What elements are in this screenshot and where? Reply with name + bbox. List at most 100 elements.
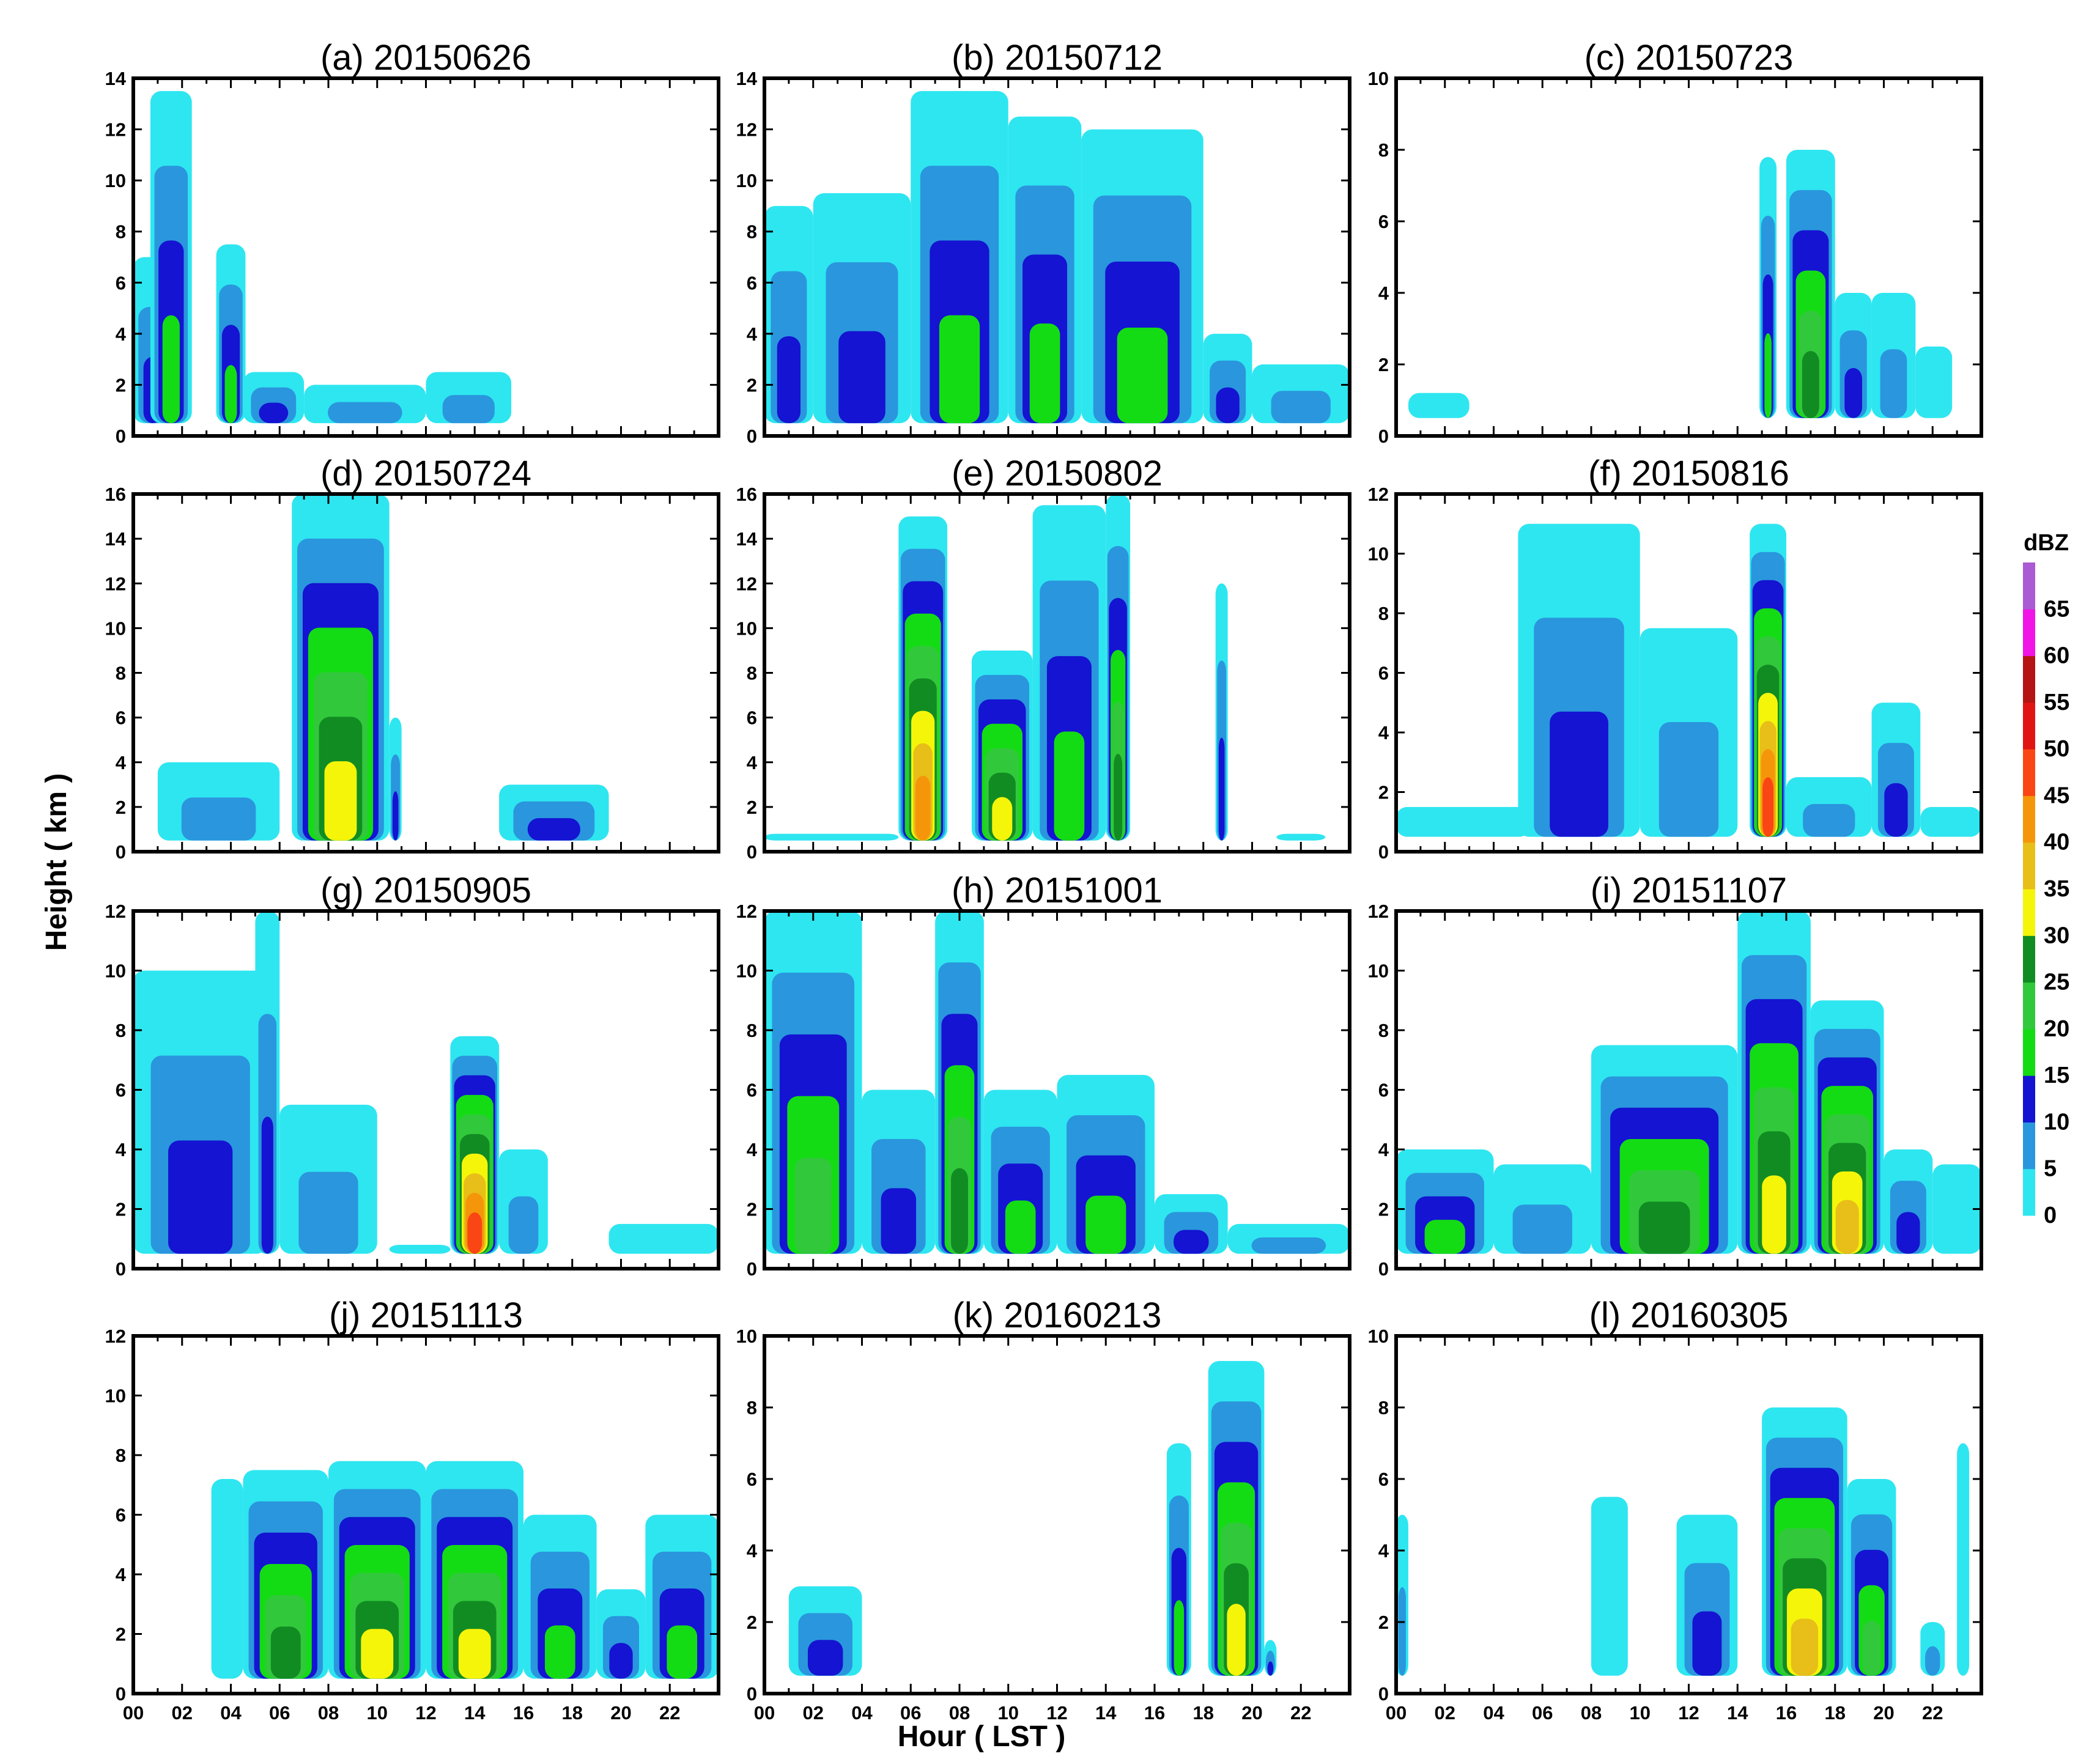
- echo-band: [1227, 1604, 1246, 1676]
- echo-band: [211, 1479, 243, 1679]
- colorbar-tick-label: 30: [2044, 923, 2069, 948]
- x-tick-label: 12: [1678, 1702, 1699, 1724]
- x-tick-label: 18: [562, 1702, 583, 1724]
- y-tick-label: 10: [736, 961, 757, 982]
- y-tick-label: 8: [747, 1397, 757, 1418]
- echo-band: [1764, 333, 1772, 418]
- y-tick-label: 12: [736, 901, 757, 922]
- colorbar-swatch: [2023, 889, 2035, 936]
- x-tick-label: 20: [1241, 1702, 1262, 1724]
- echo-band: [1218, 737, 1225, 841]
- colorbar: dBZ 0 5 10 15 20 25 30 35 40 45 50 55 60 65: [2023, 530, 2069, 1228]
- y-tick-label: 2: [747, 1612, 757, 1633]
- y-tick-label: 8: [116, 1020, 126, 1041]
- x-tick-label: 22: [1922, 1702, 1943, 1724]
- y-tick-label: 8: [116, 221, 126, 243]
- y-tick-label: 0: [1378, 1258, 1389, 1280]
- x-tick-label: 08: [949, 1702, 970, 1724]
- y-tick-label: 10: [1368, 961, 1389, 982]
- colorbar-swatch: [2023, 749, 2035, 796]
- panel-title: (d) 20150724: [320, 454, 531, 493]
- echo-band: [1276, 833, 1326, 841]
- echo-band: [508, 1196, 539, 1254]
- panel-title: (j) 20151113: [329, 1296, 523, 1335]
- x-tick-label: 18: [1825, 1702, 1846, 1724]
- x-tick-label: 06: [269, 1702, 290, 1724]
- y-tick-label: 2: [116, 374, 126, 396]
- echo-band: [181, 797, 256, 841]
- colorbar-tick-label: 40: [2044, 830, 2069, 855]
- panel-title: (k) 20160213: [953, 1296, 1162, 1335]
- colorbar-swatch: [2023, 1028, 2035, 1076]
- reflectivity-field: [157, 494, 609, 841]
- echo-band: [1915, 346, 1953, 418]
- y-tick-label: 14: [105, 528, 127, 550]
- x-tick-label: 16: [1144, 1702, 1165, 1724]
- colorbar-swatch: [2023, 1075, 2035, 1123]
- reflectivity-field: [133, 911, 719, 1254]
- colorbar-tick-label: 5: [2044, 1156, 2057, 1182]
- x-tick-label: 04: [220, 1702, 242, 1724]
- y-tick-label: 2: [116, 1199, 126, 1220]
- panel-title: (l) 20160305: [1589, 1296, 1789, 1335]
- y-tick-label: 14: [736, 528, 758, 550]
- panel-title: (e) 20150802: [952, 454, 1163, 493]
- panel-title: (g) 20150905: [320, 871, 531, 910]
- echo-band: [1762, 777, 1774, 837]
- echo-band: [467, 1212, 482, 1254]
- panel-2: (c) 20150723 0 2 4 6 8 10: [1368, 38, 1983, 447]
- echo-band: [1251, 1237, 1326, 1254]
- panel-5: (f) 20150816 0 2 4 6 8 10 12: [1368, 454, 1983, 863]
- echo-band: [168, 1140, 233, 1254]
- x-tick-label: 16: [513, 1702, 534, 1724]
- colorbar-tick-label: 65: [2044, 596, 2069, 622]
- echo-band: [1862, 1620, 1881, 1676]
- x-tick-label: 10: [998, 1702, 1019, 1724]
- y-tick-label: 4: [747, 1540, 758, 1562]
- x-tick-label: 14: [464, 1702, 486, 1724]
- reflectivity-field: [764, 494, 1326, 841]
- reflectivity-field: [1396, 523, 1981, 837]
- echo-band: [1658, 721, 1719, 837]
- panel-title: (b) 20150712: [952, 38, 1163, 78]
- echo-band: [527, 818, 580, 841]
- panel-title: (c) 20150723: [1584, 38, 1794, 78]
- y-tick-label: 4: [747, 752, 758, 773]
- y-tick-label: 8: [747, 1020, 757, 1041]
- y-tick-label: 8: [1378, 603, 1389, 624]
- panel-0: (a) 20150626 0 2 4 6 8 10 12 14: [105, 38, 720, 447]
- y-tick-label: 2: [747, 1199, 757, 1220]
- x-tick-label: 18: [1193, 1702, 1214, 1724]
- echo-band: [392, 791, 399, 841]
- echo-band: [1591, 1497, 1628, 1676]
- echo-band: [544, 1625, 575, 1679]
- y-tick-label: 12: [105, 1326, 126, 1347]
- y-tick-label: 12: [1368, 484, 1389, 505]
- y-tick-label: 4: [747, 1139, 758, 1160]
- y-tick-label: 6: [1378, 1080, 1389, 1101]
- y-tick-label: 2: [116, 797, 126, 818]
- echo-band: [1512, 1204, 1572, 1254]
- echo-band: [1398, 1587, 1407, 1676]
- y-tick-label: 4: [747, 323, 758, 345]
- y-tick-label: 10: [736, 618, 757, 639]
- y-tick-label: 0: [747, 841, 757, 863]
- y-tick-label: 2: [1378, 1199, 1389, 1220]
- echo-band: [1550, 711, 1608, 837]
- y-tick-label: 0: [1378, 841, 1389, 863]
- echo-band: [794, 1157, 832, 1254]
- echo-band: [609, 1643, 633, 1679]
- colorbar-title: dBZ: [2024, 530, 2069, 556]
- echo-band: [270, 1626, 301, 1679]
- reflectivity-field: [788, 1360, 1277, 1676]
- y-tick-label: 6: [747, 272, 757, 293]
- y-tick-label: 12: [105, 573, 126, 594]
- x-tick-label: 06: [1532, 1702, 1553, 1724]
- echo-band: [1424, 1220, 1465, 1254]
- colorbar-swatch: [2023, 702, 2035, 750]
- reflectivity-field: [764, 911, 1350, 1254]
- colorbar-swatch: [2023, 609, 2035, 657]
